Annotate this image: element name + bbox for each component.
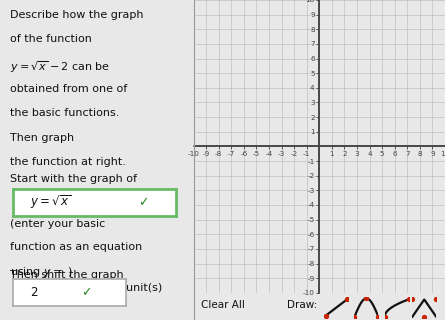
Text: ✓: ✓ [81,286,92,299]
Text: Describe how the graph: Describe how the graph [10,10,143,20]
Text: function as an equation: function as an equation [10,242,142,252]
Text: $y = \sqrt{x} - 2$ can be: $y = \sqrt{x} - 2$ can be [10,59,110,75]
Text: of the function: of the function [10,34,92,44]
Text: the basic functions.: the basic functions. [10,108,119,118]
Text: 2: 2 [30,286,38,299]
Text: the function at right.: the function at right. [10,157,125,167]
Text: (enter your basic: (enter your basic [10,219,105,229]
Text: Then graph: Then graph [10,133,74,143]
Text: Draw:: Draw: [287,300,317,310]
Text: obtained from one of: obtained from one of [10,84,127,93]
Text: unit(s): unit(s) [126,283,162,293]
Text: Clear All: Clear All [201,300,245,310]
Text: Then shift the graph: Then shift the graph [10,270,123,280]
Text: using $y =$ ): using $y =$ ) [10,265,73,279]
Text: $y = \sqrt{x}$: $y = \sqrt{x}$ [29,194,71,211]
Text: Start with the graph of: Start with the graph of [10,174,137,184]
Text: ✓: ✓ [138,196,149,209]
